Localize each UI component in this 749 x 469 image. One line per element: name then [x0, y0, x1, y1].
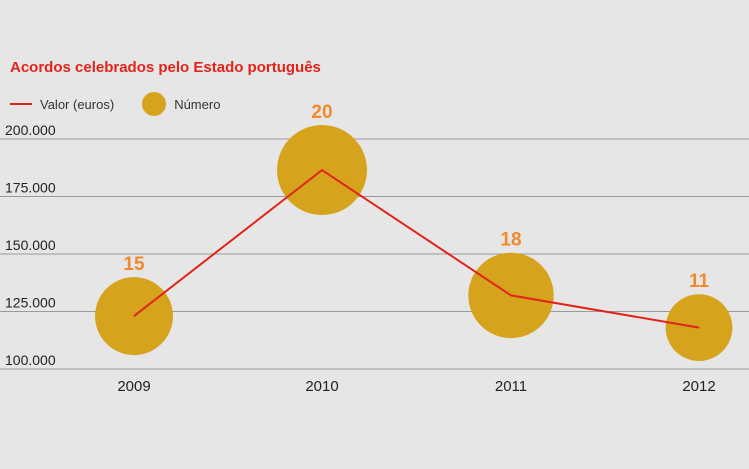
valor-point: [698, 327, 700, 329]
legend-bubble-swatch: [142, 92, 167, 116]
y-tick-label: 100.000: [5, 352, 56, 368]
y-tick-label: 175.000: [5, 180, 56, 196]
chart-title: Acordos celebrados pelo Estado português: [10, 59, 321, 76]
y-tick-label: 150.000: [5, 237, 56, 253]
y-tick-label: 125.000: [5, 295, 56, 311]
bubble-value-label: 11: [689, 271, 710, 292]
legend: Valor (euros) Número: [10, 92, 221, 116]
bubble-value-label: 20: [311, 102, 332, 123]
x-tick-label: 2010: [305, 378, 338, 395]
legend-label-valor: Valor (euros): [40, 96, 115, 112]
x-tick-label: 2011: [495, 378, 527, 395]
x-tick-label: 2012: [682, 378, 715, 395]
bubble-value-label: 18: [500, 230, 521, 251]
valor-point: [510, 294, 512, 296]
bubble-value-label: 15: [123, 254, 145, 275]
x-tick-label: 2009: [117, 378, 150, 395]
valor-point: [133, 315, 135, 317]
legend-line-swatch: [10, 103, 32, 105]
valor-point: [321, 169, 323, 171]
y-tick-label: 200.000: [5, 122, 56, 138]
legend-label-numero: Número: [174, 96, 221, 112]
valor-line: [133, 168, 700, 329]
